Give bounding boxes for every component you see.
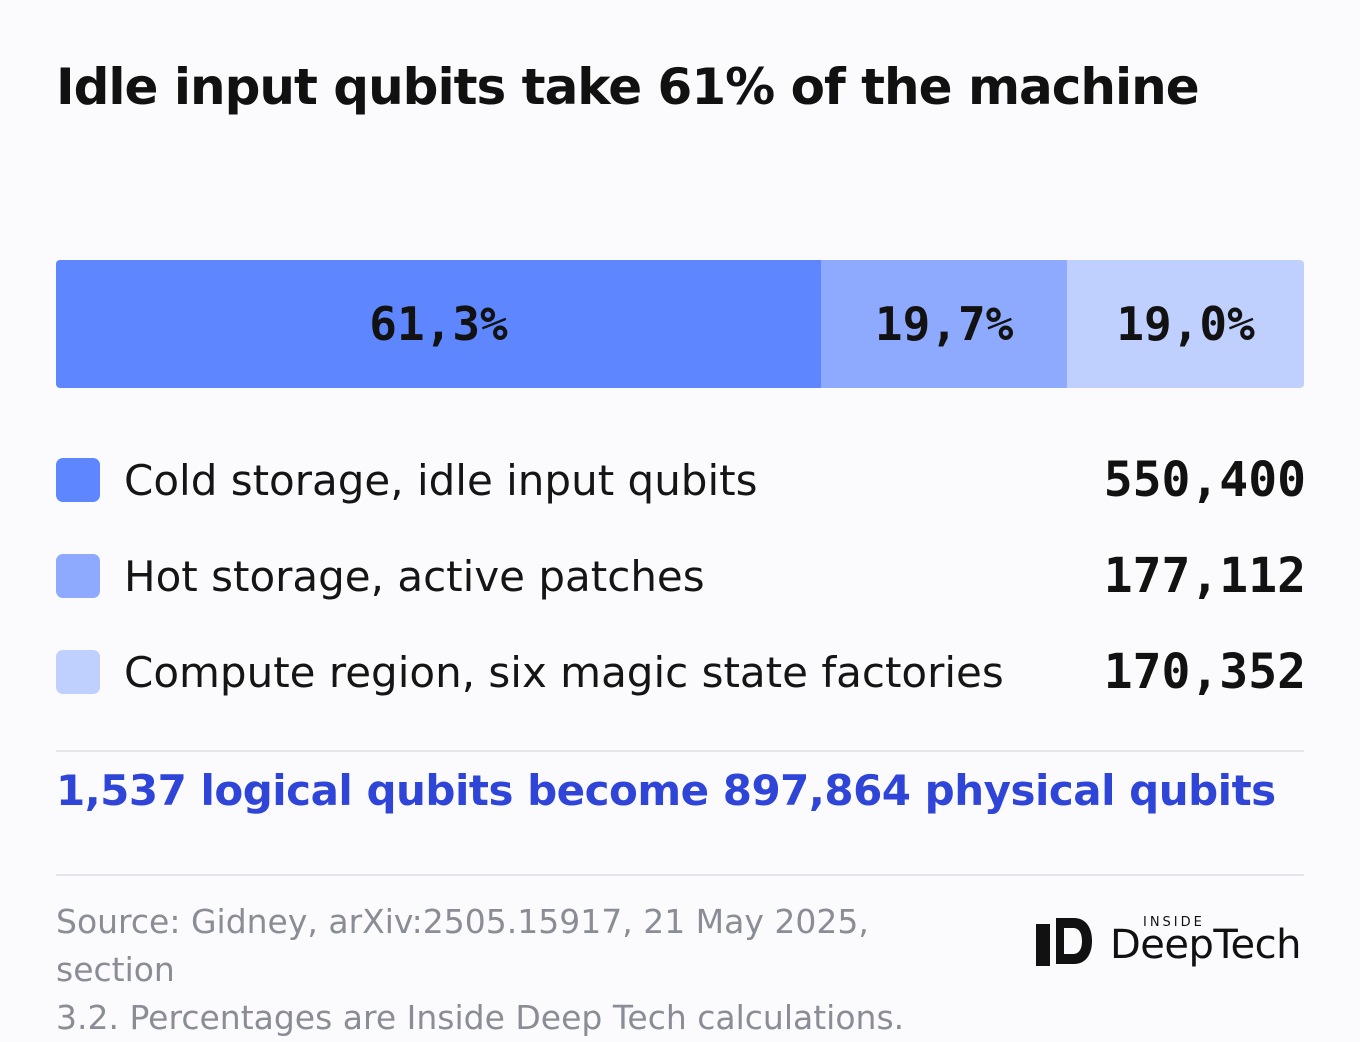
- source-line: Source: Gidney, arXiv:2505.15917, 21 May…: [56, 902, 869, 989]
- bar-segment-hot-storage: 19,7%: [821, 260, 1068, 388]
- bar-segment-label: 19,0%: [1116, 297, 1255, 351]
- legend-label: Cold storage, idle input qubits: [124, 455, 758, 505]
- legend-item-hot-storage: Hot storage, active patches 177,112: [56, 528, 1306, 624]
- legend-label: Compute region, six magic state factorie…: [124, 647, 1004, 697]
- legend-value: 550,400: [1103, 452, 1306, 508]
- legend-value: 170,352: [1103, 644, 1306, 700]
- legend-swatch-hot-storage: [56, 554, 100, 598]
- legend-swatch-compute-region: [56, 650, 100, 694]
- inside-deeptech-logo: [1036, 918, 1092, 966]
- summary-highlight: 1,537 logical qubits become 897,864 phys…: [56, 766, 1276, 815]
- legend-item-compute-region: Compute region, six magic state factorie…: [56, 624, 1306, 720]
- legend-label: Hot storage, active patches: [124, 551, 705, 601]
- legend-item-cold-storage: Cold storage, idle input qubits 550,400: [56, 432, 1306, 528]
- bar-segment-cold-storage: 61,3%: [56, 260, 822, 388]
- bar-segment-compute-region: 19,0%: [1067, 260, 1304, 388]
- source-note: Source: Gidney, arXiv:2505.15917, 21 May…: [56, 898, 976, 1042]
- logo-mark-icon: [1036, 918, 1092, 966]
- stacked-bar: 61,3% 19,7% 19,0%: [56, 260, 1304, 388]
- source-line: 3.2. Percentages are Inside Deep Tech ca…: [56, 998, 905, 1037]
- legend-value: 177,112: [1103, 548, 1306, 604]
- chart-title: Idle input qubits take 61% of the machin…: [56, 58, 1200, 116]
- divider: [56, 750, 1304, 752]
- logo-text: DeepTech: [1110, 922, 1302, 968]
- legend-swatch-cold-storage: [56, 458, 100, 502]
- logo-small-text: INSIDE: [1143, 915, 1205, 930]
- divider: [56, 874, 1304, 876]
- bar-segment-label: 19,7%: [874, 297, 1014, 351]
- bar-segment-label: 61,3%: [369, 297, 508, 351]
